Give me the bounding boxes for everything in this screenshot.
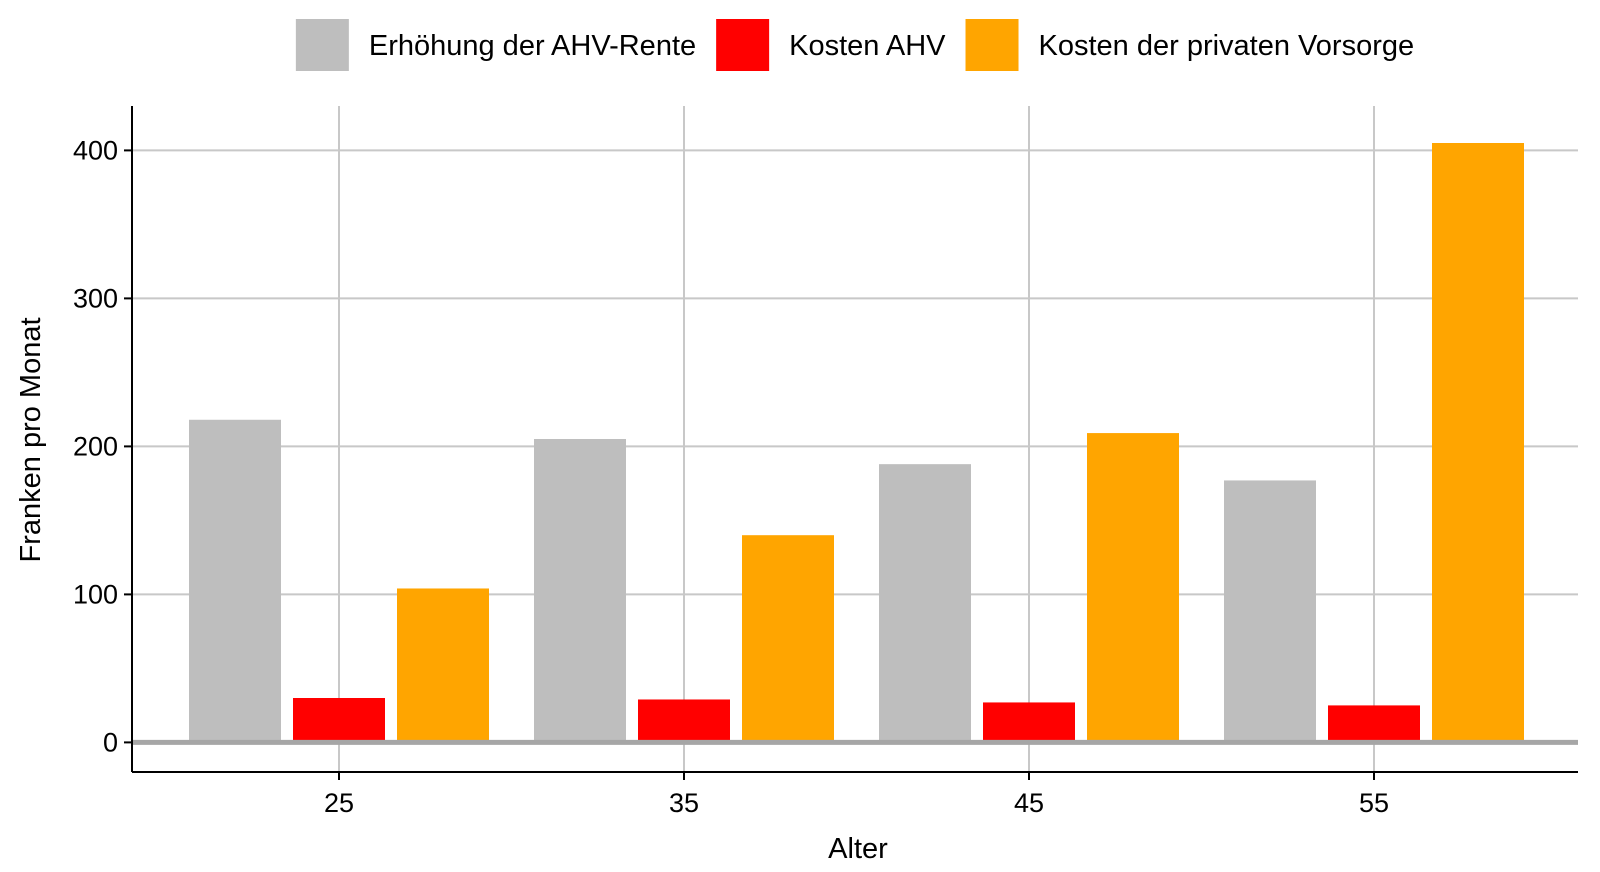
- y-tick-label: 0: [103, 727, 118, 757]
- y-tick-label: 300: [73, 283, 118, 313]
- y-tick-label: 100: [73, 579, 118, 609]
- gridlines: [132, 106, 1578, 772]
- x-tick-label: 55: [1359, 788, 1389, 818]
- y-axis-title: Franken pro Monat: [15, 317, 47, 562]
- y-tick-label: 200: [73, 431, 118, 461]
- x-tick-label: 35: [669, 788, 699, 818]
- legend-key: [965, 19, 1019, 71]
- bar: [742, 535, 834, 743]
- x-tick-label: 45: [1014, 788, 1044, 818]
- y-tick-label: 400: [73, 135, 118, 165]
- bar: [1224, 480, 1316, 743]
- axes: [131, 106, 1578, 773]
- x-tick-label: 25: [324, 788, 354, 818]
- legend: Erhöhung der AHV-Rente Kosten AHV Kosten d…: [295, 19, 1415, 71]
- y-axis-ticks: 0 100 200 300 400: [73, 135, 132, 757]
- bar: [293, 698, 385, 743]
- x-axis-title: Alter: [828, 833, 888, 865]
- legend-label: Kosten AHV: [789, 30, 946, 62]
- bar: [879, 464, 971, 743]
- legend-key: [716, 19, 770, 71]
- bar: [397, 588, 489, 743]
- legend-label: Kosten der privaten Vorsorge: [1039, 30, 1415, 62]
- legend-key: [295, 19, 349, 71]
- bar: [189, 419, 281, 743]
- bar: [638, 699, 730, 743]
- x-axis-ticks: 25 35 45 55: [324, 772, 1389, 818]
- bars: [189, 143, 1524, 743]
- bar: [1432, 143, 1524, 743]
- legend-label: Erhöhung der AHV-Rente: [369, 30, 696, 62]
- bar: [1328, 705, 1420, 743]
- bar: [983, 702, 1075, 743]
- bar: [1087, 433, 1179, 743]
- bar: [534, 439, 626, 743]
